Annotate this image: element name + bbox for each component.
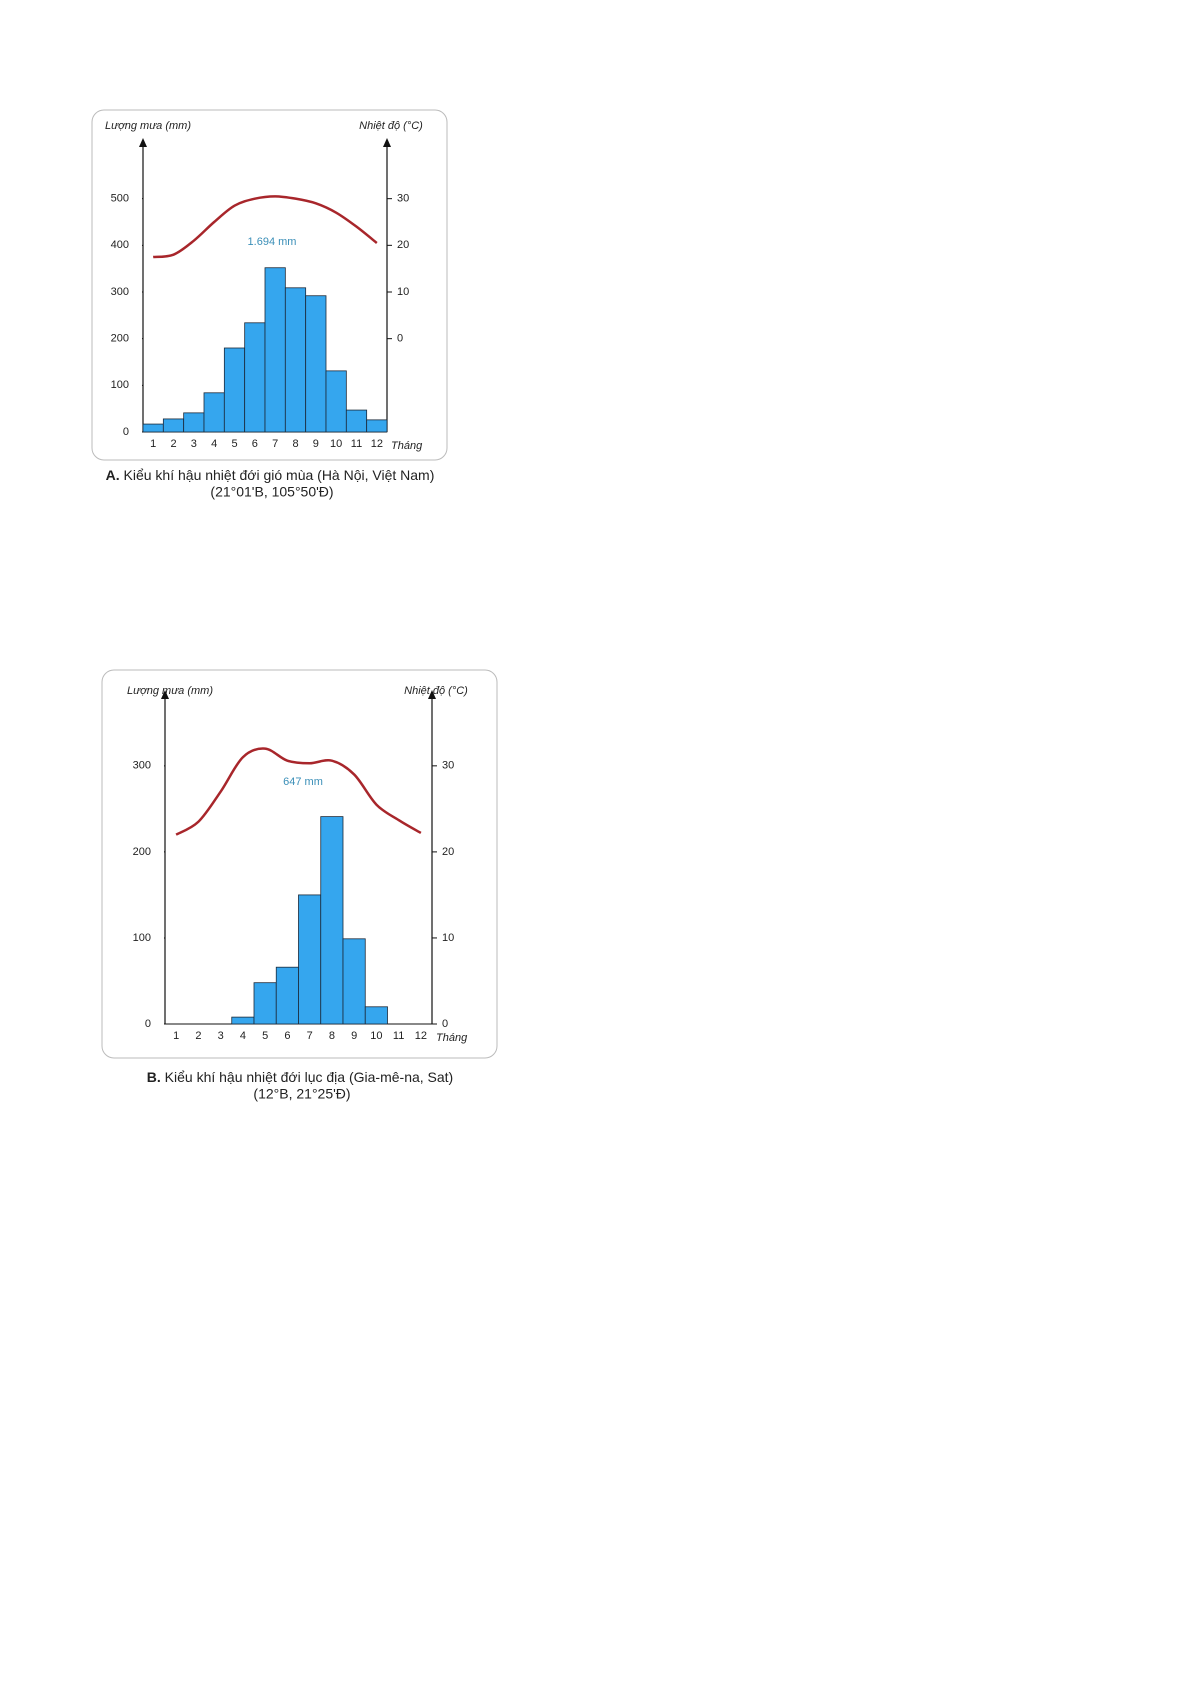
caption: B. Kiểu khí hậu nhiệt đới lục địa (Gia-m… [147,1069,453,1085]
x-tick-label: 7 [272,438,278,450]
bar [183,412,205,433]
caption-label: A. [106,467,120,483]
bar [305,295,327,433]
caption: A. Kiểu khí hậu nhiệt đới gió mùa (Hà Nộ… [106,467,435,483]
y-tick-label: 200 [111,333,129,345]
bar [142,423,164,433]
annotation: 647 mm [283,776,323,788]
caption-text: Kiểu khí hậu nhiệt đới gió mùa (Hà Nội, … [124,467,435,483]
y2-tick-label: 30 [442,760,454,772]
x-tick-label: 9 [313,438,319,450]
y-tick-label: 300 [133,760,151,772]
bar [203,392,225,433]
x-axis-title: Tháng [391,440,423,452]
x-tick-label: 6 [252,438,258,450]
axis-arrow [428,690,436,699]
x-tick-label: 1 [173,1030,179,1042]
y-tick-label: 500 [111,193,129,205]
axis-arrow [383,138,391,147]
x-tick-label: 8 [329,1030,335,1042]
bar [231,1016,255,1025]
bar [264,267,286,433]
x-tick-label: 8 [292,438,298,450]
y-axis-title: Lượng mưa (mm) [127,685,213,697]
y-tick-label: 0 [145,1018,151,1030]
bar [342,938,366,1025]
y2-tick-label: 10 [397,286,409,298]
x-tick-label: 5 [231,438,237,450]
x-tick-label: 11 [393,1030,404,1042]
x-tick-label: 7 [307,1030,313,1042]
x-tick-label: 12 [415,1030,427,1042]
y2-tick-label: 20 [397,239,409,251]
bar [253,982,277,1025]
bar [325,370,347,433]
temperature-line [175,747,422,836]
bar [366,419,388,433]
y2-tick-label: 10 [442,932,454,944]
bar [223,347,246,433]
y2-tick-label: 0 [442,1018,448,1030]
caption-text: Kiểu khí hậu nhiệt đới lục địa (Gia-mê-n… [165,1069,454,1085]
bar [284,287,307,433]
chart-frame [101,669,498,1059]
x-tick-label: 9 [351,1030,357,1042]
annotation: 1.694 mm [248,236,297,248]
y2-tick-label: 0 [397,333,403,345]
y-tick-label: 400 [111,239,129,251]
bar [244,322,266,433]
caption-coords: (21°01'B, 105°50'Đ) [210,484,333,500]
bar [162,418,185,433]
x-tick-label: 3 [191,438,197,450]
x-tick-label: 6 [284,1030,290,1042]
bar [364,1006,388,1025]
temperature-line [153,195,378,259]
x-tick-label: 3 [218,1030,224,1042]
axis-arrow [139,138,147,147]
y-tick-label: 100 [133,932,151,944]
y2-tick-label: 30 [397,193,409,205]
x-tick-label: 11 [351,438,362,450]
y-axis-title: Lượng mưa (mm) [105,120,191,132]
y2-axis-title: Nhiệt độ (°C) [404,685,468,697]
bar [298,894,322,1025]
bar [320,816,344,1025]
x-tick-label: 10 [370,1030,382,1042]
caption-coords: (12°B, 21°25'Đ) [253,1086,350,1102]
y2-tick-label: 20 [442,846,454,858]
x-tick-label: 2 [170,438,176,450]
y-tick-label: 100 [111,379,129,391]
x-tick-label: 4 [211,438,217,450]
y2-axis-title: Nhiệt độ (°C) [359,120,423,132]
axis-arrow [161,690,169,699]
x-tick-label: 12 [371,438,383,450]
y-tick-label: 0 [123,426,129,438]
x-tick-label: 4 [240,1030,246,1042]
x-axis-title: Tháng [436,1032,468,1044]
y-tick-label: 300 [111,286,129,298]
x-tick-label: 2 [195,1030,201,1042]
bar [345,409,368,433]
bar [275,966,299,1025]
x-tick-label: 1 [150,438,156,450]
chart-frame [91,109,448,461]
x-tick-label: 10 [330,438,342,450]
x-tick-label: 5 [262,1030,268,1042]
caption-label: B. [147,1069,161,1085]
y-tick-label: 200 [133,846,151,858]
